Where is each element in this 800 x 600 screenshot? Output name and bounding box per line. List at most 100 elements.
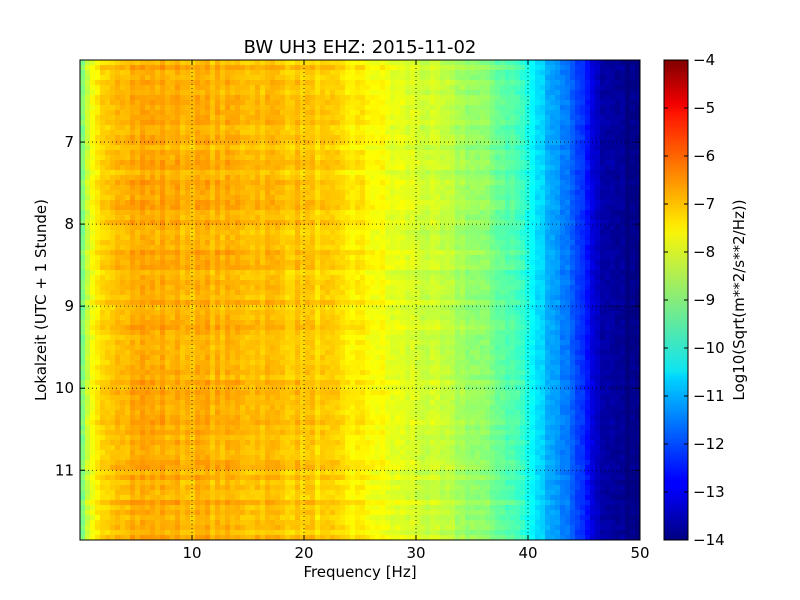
heatmap-cell	[170, 215, 176, 221]
heatmap-cell	[370, 275, 376, 281]
heatmap-cell	[450, 85, 456, 91]
heatmap-cell	[270, 135, 276, 141]
heatmap-cell	[300, 120, 306, 126]
heatmap-cell	[450, 255, 456, 261]
heatmap-cell	[615, 240, 621, 246]
heatmap-cell	[345, 90, 351, 96]
heatmap-cell	[375, 235, 381, 241]
heatmap-cell	[440, 120, 446, 126]
heatmap-cell	[455, 90, 461, 96]
heatmap-cell	[420, 165, 426, 171]
heatmap-cell	[115, 125, 121, 131]
heatmap-cell	[370, 180, 376, 186]
heatmap-cell	[190, 270, 196, 276]
heatmap-cell	[405, 75, 411, 81]
heatmap-cell	[170, 185, 176, 191]
heatmap-cell	[325, 100, 331, 106]
heatmap-cell	[160, 75, 166, 81]
heatmap-cell	[160, 255, 166, 261]
heatmap-cell	[215, 180, 221, 186]
heatmap-cell	[585, 255, 591, 261]
heatmap-cell	[180, 265, 186, 271]
heatmap-cell	[475, 110, 481, 116]
heatmap-cell	[340, 230, 346, 236]
heatmap-cell	[140, 180, 146, 186]
heatmap-cell	[380, 105, 386, 111]
heatmap-cell	[370, 200, 376, 206]
heatmap-cell	[185, 265, 191, 271]
heatmap-cell	[470, 65, 476, 71]
heatmap-cell	[430, 230, 436, 236]
heatmap-cell	[535, 205, 541, 211]
heatmap-cell	[370, 100, 376, 106]
heatmap-cell	[135, 245, 141, 251]
heatmap-cell	[340, 195, 346, 201]
heatmap-cell	[355, 220, 361, 226]
heatmap-cell	[485, 75, 491, 81]
heatmap-cell	[175, 235, 181, 241]
heatmap-cell	[335, 265, 341, 271]
heatmap-cell	[155, 150, 161, 156]
heatmap-cell	[180, 175, 186, 181]
heatmap-cell	[130, 80, 136, 86]
heatmap-cell	[410, 165, 416, 171]
heatmap-cell	[370, 260, 376, 266]
heatmap-cell	[615, 75, 621, 81]
heatmap-cell	[595, 230, 601, 236]
heatmap-cell	[130, 135, 136, 141]
heatmap-cell	[515, 115, 521, 121]
heatmap-cell	[280, 180, 286, 186]
heatmap-cell	[170, 260, 176, 266]
heatmap-cell	[310, 195, 316, 201]
heatmap-cell	[340, 255, 346, 261]
heatmap-cell	[115, 215, 121, 221]
heatmap-cell	[100, 130, 106, 136]
heatmap-cell	[450, 150, 456, 156]
heatmap-cell	[560, 65, 566, 71]
heatmap-cell	[255, 130, 261, 136]
heatmap-cell	[315, 280, 321, 286]
heatmap-cell	[230, 205, 236, 211]
heatmap-cell	[505, 100, 511, 106]
heatmap-cell	[530, 75, 536, 81]
heatmap-cell	[125, 70, 131, 76]
heatmap-cell	[385, 125, 391, 131]
heatmap-cell	[400, 205, 406, 211]
heatmap-cell	[135, 235, 141, 241]
heatmap-cell	[595, 85, 601, 91]
heatmap-cell	[140, 170, 146, 176]
heatmap-cell	[615, 190, 621, 196]
heatmap-cell	[345, 70, 351, 76]
heatmap-cell	[505, 105, 511, 111]
heatmap-cell	[610, 95, 616, 101]
heatmap-cell	[115, 235, 121, 241]
heatmap-cell	[140, 230, 146, 236]
heatmap-cell	[235, 60, 241, 66]
heatmap-cell	[355, 155, 361, 161]
heatmap-cell	[325, 255, 331, 261]
heatmap-cell	[340, 165, 346, 171]
heatmap-cell	[145, 175, 151, 181]
heatmap-cell	[295, 235, 301, 241]
heatmap-cell	[280, 175, 286, 181]
heatmap-cell	[455, 215, 461, 221]
heatmap-cell	[440, 210, 446, 216]
heatmap-cell	[495, 180, 501, 186]
heatmap-cell	[630, 205, 636, 211]
heatmap-cell	[605, 185, 611, 191]
heatmap-cell	[360, 190, 366, 196]
heatmap-cell	[595, 175, 601, 181]
heatmap-cell	[80, 100, 86, 106]
heatmap-cell	[215, 145, 221, 151]
heatmap-cell	[310, 90, 316, 96]
heatmap-cell	[275, 255, 281, 261]
heatmap-cell	[575, 60, 581, 66]
heatmap-cell	[380, 75, 386, 81]
heatmap-cell	[465, 160, 471, 166]
heatmap-cell	[170, 280, 176, 286]
heatmap-cell	[610, 130, 616, 136]
heatmap-cell	[205, 280, 211, 286]
heatmap-cell	[580, 75, 586, 81]
heatmap-cell	[285, 175, 291, 181]
heatmap-cell	[160, 155, 166, 161]
